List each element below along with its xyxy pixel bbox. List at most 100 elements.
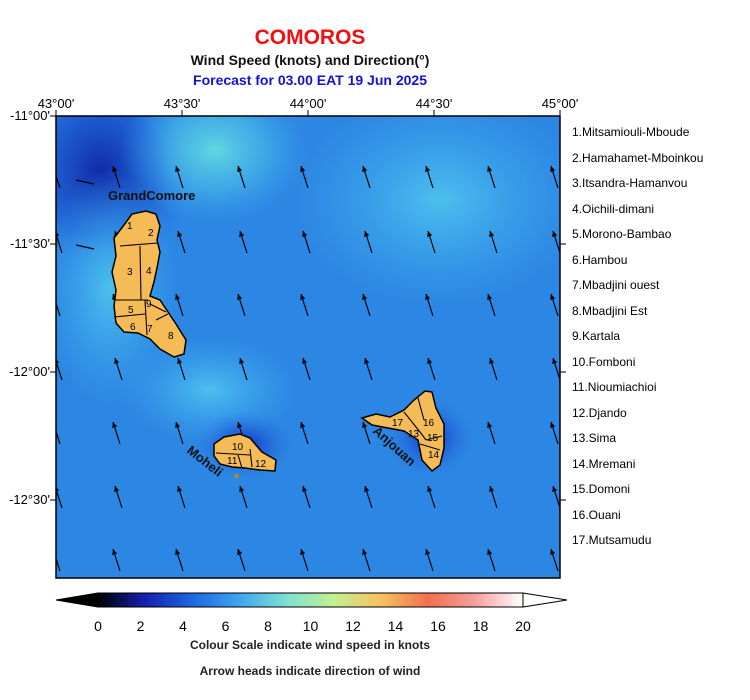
wind-arrow-head [364, 486, 370, 492]
island-label-grand-comore: GrandComore [108, 188, 195, 203]
region-number-14: 14 [428, 450, 440, 461]
lon-label-43-30: 43°30' [163, 96, 201, 111]
wind-arrow-head [237, 166, 243, 172]
axis-ticks [50, 110, 566, 501]
wind-arrow-head [302, 358, 308, 364]
wind-arrow-head [237, 422, 243, 428]
colorbar-tick-label: 14 [387, 618, 404, 634]
wind-arrow-head [56, 232, 60, 237]
wind-arrow-head [552, 486, 558, 492]
legend-item: 9.Kartala [572, 329, 621, 343]
wind-arrow-head [237, 294, 243, 300]
wind-arrow-head [175, 166, 181, 172]
wind-arrow-head [175, 549, 181, 555]
legend-item: 7.Mbadjini ouest [572, 278, 660, 292]
wind-arrow-head [239, 486, 245, 492]
legend-item: 4.Oichili-dimani [572, 201, 655, 216]
region-number-3: 3 [127, 267, 133, 278]
wind-arrow-head [362, 422, 368, 428]
wind-arrow-head [112, 549, 118, 555]
region-number-15: 15 [427, 433, 439, 444]
region-number-16: 16 [423, 418, 435, 429]
wind-arrow-head [487, 166, 493, 172]
legend-item: 1.Mitsamiouli-Mboude [572, 125, 690, 139]
wind-arrow-head [487, 549, 493, 555]
wind-arrow-head [300, 294, 306, 300]
legend-item: 3.Itsandra-Hamanvou [572, 176, 688, 190]
wind-arrow-head [550, 549, 556, 555]
wind-arrow-head [425, 166, 431, 172]
wind-arrow-head [175, 422, 181, 428]
wind-arrow-head [302, 231, 308, 237]
wind-arrow-head [364, 231, 370, 237]
wind-arrow [75, 244, 95, 250]
legend-item: 15.Domoni [572, 482, 631, 496]
wind-arrow-head [175, 294, 181, 300]
lon-label-44-30: 44°30' [415, 96, 453, 111]
wind-arrow-head [489, 358, 495, 364]
wind-arrow-head [362, 549, 368, 555]
forecast-time: Forecast for 03.00 EAT 19 Jun 2025 [193, 72, 427, 88]
region-number-13: 13 [408, 429, 420, 440]
wind-arrow-head [425, 294, 431, 300]
colorbar-tick-label: 12 [345, 618, 361, 634]
wind-arrow-head [487, 294, 493, 300]
wind-arrow-head [427, 358, 433, 364]
wind-arrow-head [362, 166, 368, 172]
wind-arrow-head [550, 294, 556, 300]
wind-arrow-head [114, 358, 120, 364]
colorbar-tick-label: 2 [136, 618, 145, 634]
region-number-8: 8 [168, 331, 174, 342]
moheli-star-icon: ✶ [232, 470, 241, 483]
wind-arrow-head [552, 358, 558, 364]
wind-arrow-head [364, 358, 370, 364]
anjouan-island [360, 390, 445, 473]
colorbar-tick-label: 0 [94, 618, 102, 634]
lat-label-12-30: -12°30' [9, 492, 50, 507]
wind-arrow-head [237, 549, 243, 555]
region-number-1: 1 [127, 221, 133, 232]
legend-item: 8.Mbadjini Est [572, 303, 648, 318]
wind-arrow-head [112, 422, 118, 428]
wind-arrow-head [427, 231, 433, 237]
wind-arrow-head [550, 422, 556, 428]
wind-arrow-head [239, 358, 245, 364]
colorbar-tick-label: 4 [179, 618, 187, 634]
colorbar-tick-label: 20 [515, 618, 531, 634]
legend-item: 16.Ouani [572, 507, 621, 522]
wind-arrow-head [427, 486, 433, 492]
colorbar [55, 592, 568, 608]
colorbar-tick-label: 18 [472, 618, 489, 634]
region-number-10: 10 [232, 442, 244, 453]
legend-item: 17.Mutsamudu [572, 533, 652, 547]
wind-arrow-head [56, 487, 60, 492]
region-number-17: 17 [392, 418, 404, 429]
region-number-11: 11 [227, 456, 238, 467]
colorbar-caption: Colour Scale indicate wind speed in knot… [189, 638, 431, 652]
region-number-12: 12 [255, 459, 267, 470]
map-title: COMOROS [254, 26, 366, 49]
legend-item: 5.Morono-Bambao [572, 227, 672, 241]
wind-arrow-head [550, 166, 556, 172]
lat-label-12-00: -12°00' [9, 364, 50, 379]
lon-label-45-00: 45°00' [541, 96, 579, 111]
wind-arrow-head [177, 358, 183, 364]
legend-item: 6.Hambou [572, 252, 628, 267]
wind-arrow [75, 179, 95, 185]
colorbar-tick-label: 8 [264, 618, 272, 634]
region-number-9: 9 [146, 299, 152, 310]
legend-item: 12.Djando [572, 405, 627, 420]
lat-label-11-30: -11°30' [10, 236, 50, 251]
wind-arrow-head [552, 231, 558, 237]
wind-arrow-head [425, 549, 431, 555]
region-number-6: 6 [130, 322, 136, 333]
wind-arrow-head [362, 294, 368, 300]
colorbar-tick-label: 6 [221, 618, 230, 634]
region-number-2: 2 [148, 228, 154, 239]
wind-arrow-head [489, 231, 495, 237]
legend-item: 10.Fomboni [572, 354, 636, 369]
wind-speed-field [56, 116, 560, 578]
region-number-5: 5 [128, 305, 134, 316]
region-numbers: 1 2 3 4 5 6 7 8 9 10 11 12 13 14 15 16 1… [127, 221, 440, 470]
